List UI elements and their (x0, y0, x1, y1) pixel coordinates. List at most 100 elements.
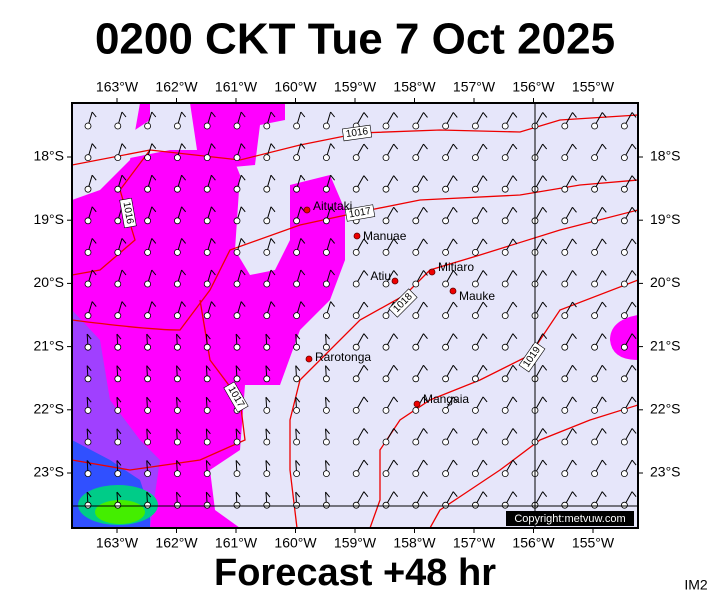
barb-flag (512, 175, 518, 181)
isobar-label-text: 1016 (121, 201, 136, 225)
barb-flag (512, 301, 518, 308)
barb-station (84, 248, 92, 256)
barb-flag (235, 428, 241, 435)
barb-flag (181, 238, 186, 244)
barb-flag (572, 143, 577, 150)
barb-flag (393, 333, 399, 339)
barb-flag (631, 333, 637, 339)
barb-station (471, 501, 479, 509)
barb-flag (542, 491, 548, 497)
barb-station (471, 406, 479, 414)
barb-flag (270, 206, 276, 213)
barb-flag (146, 396, 152, 403)
barb-station (322, 248, 330, 256)
barb-flag (121, 238, 127, 244)
barb-flag (482, 491, 488, 497)
barb-station (293, 185, 301, 193)
barb-flag (325, 460, 330, 466)
barb-flag (176, 365, 181, 371)
barb-station (471, 217, 479, 225)
barb-flag (211, 174, 216, 181)
barb-station (591, 185, 598, 193)
longitude-label: 163°W (96, 79, 139, 95)
barb-flag (452, 175, 458, 181)
barb-station (233, 280, 241, 288)
barb-station (263, 406, 271, 414)
barb-station (561, 248, 569, 256)
barb-station (382, 217, 390, 225)
longitude-label: 159°W (334, 535, 377, 551)
barb-flag (240, 174, 246, 181)
barb-flag (631, 206, 637, 213)
barb-flag (151, 174, 157, 181)
barb-station (144, 154, 152, 162)
barb-flag (205, 333, 211, 340)
barb-station (591, 501, 598, 509)
barb-station (173, 375, 181, 383)
barb-station (203, 312, 211, 320)
barb-station (501, 375, 509, 383)
barb-station (471, 280, 479, 288)
barb-flag (572, 301, 577, 308)
place-marker (391, 277, 399, 285)
barb-station (621, 154, 628, 162)
barb-station (114, 217, 122, 225)
barb-flag (91, 301, 97, 307)
barb-flag (330, 269, 335, 276)
latitude-label: 23°S (650, 464, 681, 480)
barb-flag (86, 428, 92, 435)
barb-flag (151, 269, 157, 276)
barb-flag (116, 333, 122, 340)
barb-station (352, 406, 360, 414)
barb-flag (176, 333, 181, 340)
barb-station (203, 122, 211, 130)
barb-flag (542, 364, 548, 371)
barb-flag (295, 365, 301, 371)
barb-station (84, 438, 92, 446)
barb-station (233, 438, 241, 446)
barb-flag (363, 459, 369, 466)
barb-flag (631, 175, 637, 181)
barb-flag (542, 270, 548, 276)
longitude-label: 156°W (512, 535, 555, 551)
barb-flag (151, 301, 157, 307)
barb-station (621, 280, 628, 288)
wind-barbs (84, 111, 637, 509)
barb-station (144, 470, 152, 478)
barb-station (442, 375, 450, 383)
barb-flag (146, 491, 152, 498)
barb-flag (572, 333, 577, 339)
barb-station (501, 185, 509, 193)
barb-flag (572, 491, 577, 497)
latitude-label: 20°S (33, 274, 64, 290)
longitude-label: 157°W (453, 79, 496, 95)
barb-flag (482, 396, 488, 403)
barb-station (561, 217, 569, 225)
barb-flag (482, 112, 488, 118)
barb-flag (270, 269, 276, 276)
barb-station (352, 154, 360, 162)
barb-flag (265, 365, 271, 371)
barb-flag (91, 111, 97, 118)
barb-flag (601, 206, 607, 213)
barb-flag (393, 143, 399, 150)
barb-station (621, 217, 628, 225)
barb-station (203, 185, 211, 193)
longitude-label: 160°W (274, 79, 317, 95)
barb-station (501, 470, 509, 478)
barb-flag (572, 206, 577, 213)
barb-station (173, 122, 181, 130)
barb-flag (423, 428, 428, 434)
barb-flag (363, 301, 369, 308)
barb-flag (542, 175, 548, 181)
barb-station (412, 185, 420, 193)
barb-flag (176, 491, 181, 498)
barb-flag (363, 333, 369, 339)
barb-flag (300, 238, 306, 244)
barb-flag (86, 333, 92, 340)
barb-station (442, 312, 450, 320)
barb-station (173, 154, 181, 162)
barb-flag (423, 301, 428, 308)
